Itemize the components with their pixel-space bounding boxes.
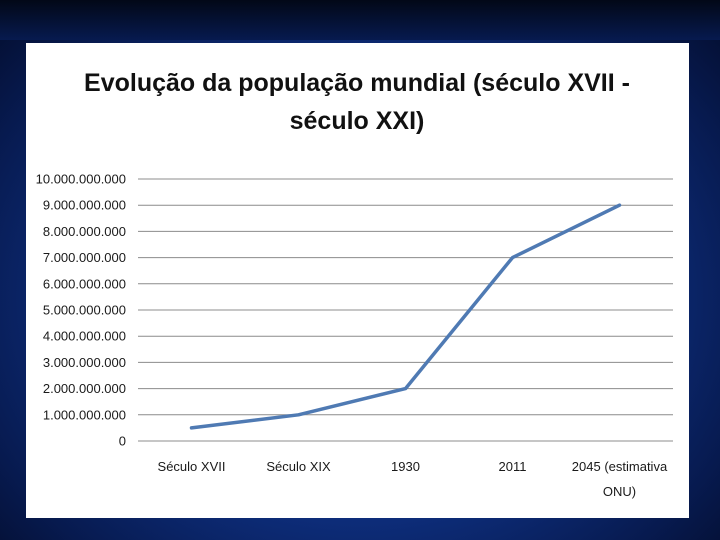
series-line — [189, 203, 622, 430]
y-tick-label: 10.000.000.000 — [36, 172, 126, 187]
x-tick-label: ONU) — [603, 484, 636, 499]
chart-title-line: Evolução da população mundial (século XV… — [84, 69, 630, 97]
y-tick-label: 1.000.000.000 — [43, 407, 126, 422]
x-axis-tick-labels: Século XVII Século XIX 1930 2011 2045 (estim… — [158, 459, 668, 499]
y-tick-label: 5.000.000.000 — [43, 303, 126, 318]
y-tick-label: 6.000.000.000 — [43, 276, 126, 291]
y-tick-label: 4.000.000.000 — [43, 329, 126, 344]
y-tick-label: 2.000.000.000 — [43, 381, 126, 396]
population-line-chart: Evolução da população mundial (século XV… — [36, 69, 673, 499]
y-tick-label: 9.000.000.000 — [43, 198, 126, 213]
gridlines — [138, 178, 673, 442]
y-tick-label: 3.000.000.000 — [43, 355, 126, 370]
series-group — [189, 203, 622, 430]
y-axis-tick-labels: 0 1.000.000.000 2.000.000.000 3.000.000.000… — [36, 172, 126, 449]
y-tick-label: 0 — [119, 434, 126, 449]
y-tick-label: 8.000.000.000 — [43, 224, 126, 239]
x-tick-label: Século XIX — [266, 459, 331, 474]
x-tick-label: 2045 (estimativa — [572, 459, 668, 474]
chart-title-line: século XXI) — [290, 107, 425, 135]
x-tick-label: 1930 — [391, 459, 420, 474]
x-tick-label: 2011 — [499, 459, 527, 474]
x-tick-label: Século XVII — [158, 459, 226, 474]
chart-title: Evolução da população mundial (século XV… — [84, 69, 630, 135]
chart-panel: Evolução da população mundial (século XV… — [26, 43, 689, 518]
slide-background-top — [0, 0, 720, 40]
y-tick-label: 7.000.000.000 — [43, 250, 126, 265]
